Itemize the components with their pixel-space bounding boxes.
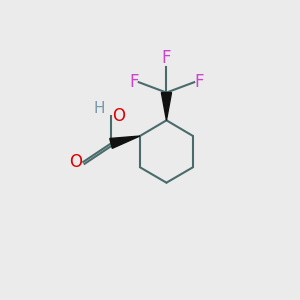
Text: O: O [112, 107, 125, 125]
Text: H: H [94, 101, 105, 116]
Text: F: F [129, 73, 139, 91]
Polygon shape [110, 136, 140, 148]
Polygon shape [161, 93, 172, 120]
Text: F: F [162, 49, 171, 67]
Text: F: F [194, 73, 204, 91]
Text: O: O [69, 153, 82, 171]
